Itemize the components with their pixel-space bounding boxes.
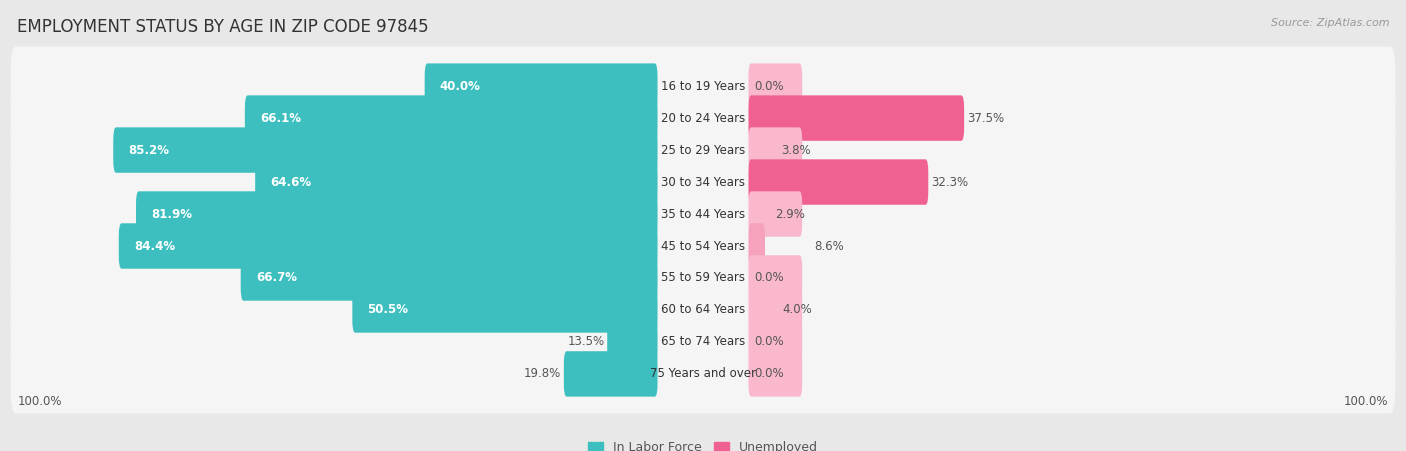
FancyBboxPatch shape [11, 238, 1395, 318]
FancyBboxPatch shape [11, 270, 1395, 350]
FancyBboxPatch shape [748, 319, 803, 365]
FancyBboxPatch shape [425, 64, 658, 109]
FancyBboxPatch shape [254, 159, 658, 205]
Text: Source: ZipAtlas.com: Source: ZipAtlas.com [1271, 18, 1389, 28]
Text: 0.0%: 0.0% [755, 336, 785, 349]
FancyBboxPatch shape [11, 143, 1395, 222]
FancyBboxPatch shape [11, 302, 1395, 382]
Text: 81.9%: 81.9% [152, 207, 193, 221]
FancyBboxPatch shape [240, 255, 658, 301]
FancyBboxPatch shape [748, 95, 965, 141]
FancyBboxPatch shape [748, 127, 803, 173]
Text: EMPLOYMENT STATUS BY AGE IN ZIP CODE 97845: EMPLOYMENT STATUS BY AGE IN ZIP CODE 978… [17, 18, 429, 36]
Text: 66.7%: 66.7% [256, 272, 297, 285]
Text: 45 to 54 Years: 45 to 54 Years [661, 239, 745, 253]
Text: 50.5%: 50.5% [367, 304, 409, 317]
Text: 35 to 44 Years: 35 to 44 Years [661, 207, 745, 221]
FancyBboxPatch shape [607, 319, 658, 365]
FancyBboxPatch shape [11, 334, 1395, 414]
Text: 66.1%: 66.1% [260, 111, 301, 124]
FancyBboxPatch shape [118, 223, 658, 269]
Text: 65 to 74 Years: 65 to 74 Years [661, 336, 745, 349]
FancyBboxPatch shape [11, 46, 1395, 126]
Text: 64.6%: 64.6% [270, 175, 312, 189]
Text: 100.0%: 100.0% [17, 395, 62, 408]
FancyBboxPatch shape [11, 175, 1395, 253]
Text: 60 to 64 Years: 60 to 64 Years [661, 304, 745, 317]
FancyBboxPatch shape [748, 223, 765, 269]
Text: 3.8%: 3.8% [780, 143, 810, 156]
FancyBboxPatch shape [564, 351, 658, 396]
Text: 2.9%: 2.9% [775, 207, 804, 221]
FancyBboxPatch shape [11, 110, 1395, 190]
Text: 8.6%: 8.6% [814, 239, 844, 253]
FancyBboxPatch shape [11, 78, 1395, 158]
Text: 0.0%: 0.0% [755, 368, 785, 381]
Text: 84.4%: 84.4% [134, 239, 176, 253]
FancyBboxPatch shape [114, 127, 658, 173]
Text: 40.0%: 40.0% [440, 79, 481, 92]
Text: 20 to 24 Years: 20 to 24 Years [661, 111, 745, 124]
Text: 55 to 59 Years: 55 to 59 Years [661, 272, 745, 285]
Text: 75 Years and over: 75 Years and over [650, 368, 756, 381]
FancyBboxPatch shape [353, 287, 658, 333]
FancyBboxPatch shape [245, 95, 658, 141]
Text: 30 to 34 Years: 30 to 34 Years [661, 175, 745, 189]
Text: 25 to 29 Years: 25 to 29 Years [661, 143, 745, 156]
FancyBboxPatch shape [11, 207, 1395, 285]
FancyBboxPatch shape [748, 191, 803, 237]
Text: 0.0%: 0.0% [755, 79, 785, 92]
Text: 37.5%: 37.5% [967, 111, 1004, 124]
Text: 85.2%: 85.2% [128, 143, 170, 156]
FancyBboxPatch shape [748, 64, 803, 109]
Text: 13.5%: 13.5% [568, 336, 605, 349]
Legend: In Labor Force, Unemployed: In Labor Force, Unemployed [588, 441, 818, 451]
Text: 16 to 19 Years: 16 to 19 Years [661, 79, 745, 92]
FancyBboxPatch shape [748, 159, 928, 205]
Text: 32.3%: 32.3% [931, 175, 969, 189]
FancyBboxPatch shape [748, 255, 803, 301]
FancyBboxPatch shape [136, 191, 658, 237]
Text: 0.0%: 0.0% [755, 272, 785, 285]
Text: 100.0%: 100.0% [1344, 395, 1389, 408]
Text: 19.8%: 19.8% [524, 368, 561, 381]
Text: 4.0%: 4.0% [782, 304, 813, 317]
FancyBboxPatch shape [748, 351, 803, 396]
FancyBboxPatch shape [748, 287, 803, 333]
